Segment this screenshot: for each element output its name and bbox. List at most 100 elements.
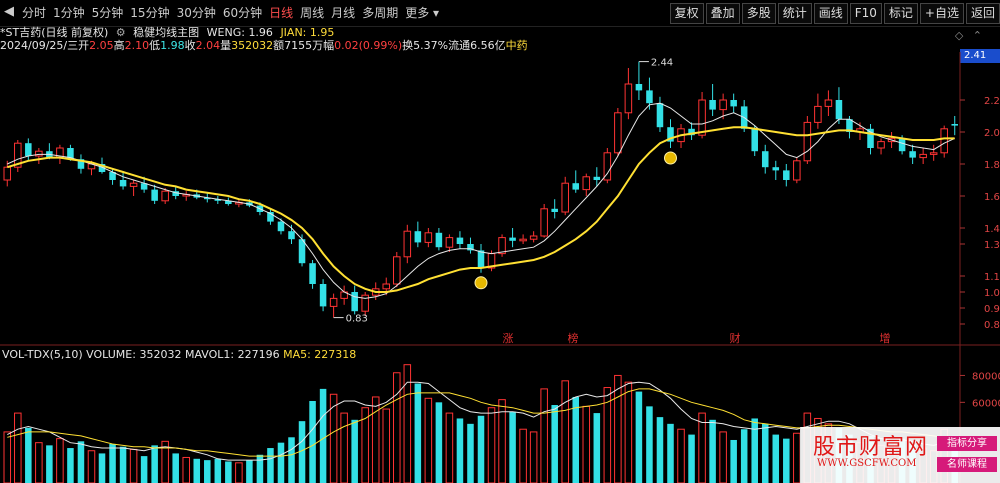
tool-button-7[interactable]: +自选: [919, 3, 964, 24]
volume-bar: [140, 456, 148, 483]
candle-body: [98, 164, 106, 172]
volume-bar: [709, 419, 716, 483]
candle-body: [35, 150, 43, 157]
candle-body: [151, 189, 158, 201]
volume-bar: [414, 383, 422, 483]
price-tick-label: 1.0: [984, 288, 1000, 299]
volume-bar: [677, 428, 685, 483]
candle-body: [540, 208, 548, 237]
period-tab-9[interactable]: 多周期: [362, 6, 399, 20]
volume-bar: [740, 429, 748, 483]
volume-bar: [382, 408, 391, 483]
volume-bar: [182, 456, 190, 483]
candle-body: [751, 128, 758, 152]
candle-body: [814, 105, 822, 123]
price-tick-label: 1.1: [984, 272, 1000, 283]
candle-body: [646, 90, 653, 104]
period-tab-3[interactable]: 15分钟: [130, 6, 170, 20]
candle-body: [951, 124, 958, 126]
volume-bar: [719, 431, 727, 483]
high-value: 2.10: [124, 39, 150, 52]
candle-body: [772, 167, 780, 171]
tool-button-1[interactable]: 叠加: [705, 3, 740, 24]
event-marker-0: 涨: [503, 332, 514, 345]
candle-body: [603, 152, 612, 181]
volume-bar: [467, 423, 474, 483]
volume-info-part-3: MA5: 227318: [280, 348, 357, 361]
candle-body: [624, 83, 633, 114]
candle-body: [309, 263, 316, 284]
volume-bar: [109, 444, 116, 483]
candle-body: [803, 121, 812, 162]
price-tick-label: 1.4: [984, 224, 1000, 235]
candle-body: [477, 250, 485, 268]
candle-body: [382, 283, 391, 290]
period-tab-4[interactable]: 30分钟: [176, 6, 216, 20]
watermark-banner: 股市财富网 WWW.GSCFW.COM 指标分享 名师课程: [800, 427, 1000, 483]
volume-bar: [730, 439, 737, 483]
watermark-tag-course: 名师课程: [937, 457, 997, 472]
period-tab-7[interactable]: 周线: [300, 6, 325, 20]
period-tab-1[interactable]: 1分钟: [53, 6, 85, 20]
stock-title[interactable]: *ST吉药(日线 前复权): [0, 26, 109, 39]
tool-button-8[interactable]: 返回: [965, 3, 1000, 24]
candle-body: [14, 142, 22, 168]
volume-bar: [435, 402, 443, 483]
amount-label: 额: [273, 39, 285, 52]
candle-body: [25, 143, 32, 156]
volume-bar: [214, 458, 222, 483]
candle-body: [667, 127, 674, 142]
signal-money-bag-icon: [474, 276, 488, 290]
volume-bar: [98, 453, 106, 483]
watermark-logo: 股市财富网: [813, 435, 929, 460]
candle-body: [172, 191, 179, 196]
price-tick-label: 1.6: [984, 192, 1000, 203]
candle-body: [593, 176, 601, 180]
settings-icon[interactable]: ⚙: [115, 26, 126, 39]
volume-info-part-0: VOL-TDX(5,10): [2, 348, 83, 361]
candle-body: [730, 100, 737, 107]
diamond-icon[interactable]: ◇: [954, 29, 964, 42]
period-tab-5[interactable]: 60分钟: [222, 6, 263, 20]
period-tab-10[interactable]: 更多 ▾: [405, 6, 440, 20]
weng-value: WENG: 1.96: [206, 26, 273, 39]
candle-body: [277, 221, 285, 232]
menu-arrow-icon[interactable]: ◀: [4, 4, 14, 19]
volume-bar: [267, 448, 274, 483]
close-value: 2.04: [195, 39, 221, 52]
candle-body: [688, 128, 695, 136]
volume-bar: [761, 423, 769, 483]
period-tab-6[interactable]: 日线: [269, 6, 294, 20]
event-marker-1: 榜: [568, 331, 579, 345]
volume-bar: [403, 364, 412, 483]
tool-button-6[interactable]: 标记: [883, 3, 918, 24]
tool-button-5[interactable]: F10: [849, 3, 882, 24]
period-tab-0[interactable]: 分时: [22, 6, 47, 20]
tool-button-3[interactable]: 统计: [777, 3, 812, 24]
tool-button-0[interactable]: 复权: [669, 3, 704, 24]
candle-body: [67, 148, 74, 160]
collapse-icon[interactable]: ⌃: [972, 29, 982, 42]
indicator-name[interactable]: 稳健均线主图: [133, 26, 200, 39]
volume-bar: [487, 407, 496, 483]
candle-body: [298, 239, 306, 264]
period-tab-8[interactable]: 月线: [331, 6, 356, 20]
candle-body: [909, 151, 916, 158]
vol-ma5-line: [7, 381, 955, 461]
high-label: 高: [113, 39, 125, 52]
volume-bar: [529, 431, 538, 483]
volume-bar: [646, 406, 653, 483]
volume-bar: [35, 442, 43, 483]
volume-bar: [540, 388, 548, 483]
volume-bar: [667, 423, 674, 483]
candle-body: [435, 232, 443, 248]
tool-button-2[interactable]: 多股: [741, 3, 776, 24]
tool-button-4[interactable]: 画线: [813, 3, 848, 24]
sector-name[interactable]: 中药: [505, 39, 528, 52]
price-tick-label: 2.0: [984, 128, 1000, 139]
volume-bar: [319, 388, 327, 483]
volume-info-part-1: VOLUME: 352032: [83, 348, 182, 361]
change-label: 幅: [323, 39, 335, 52]
period-tab-2[interactable]: 5分钟: [91, 6, 124, 20]
